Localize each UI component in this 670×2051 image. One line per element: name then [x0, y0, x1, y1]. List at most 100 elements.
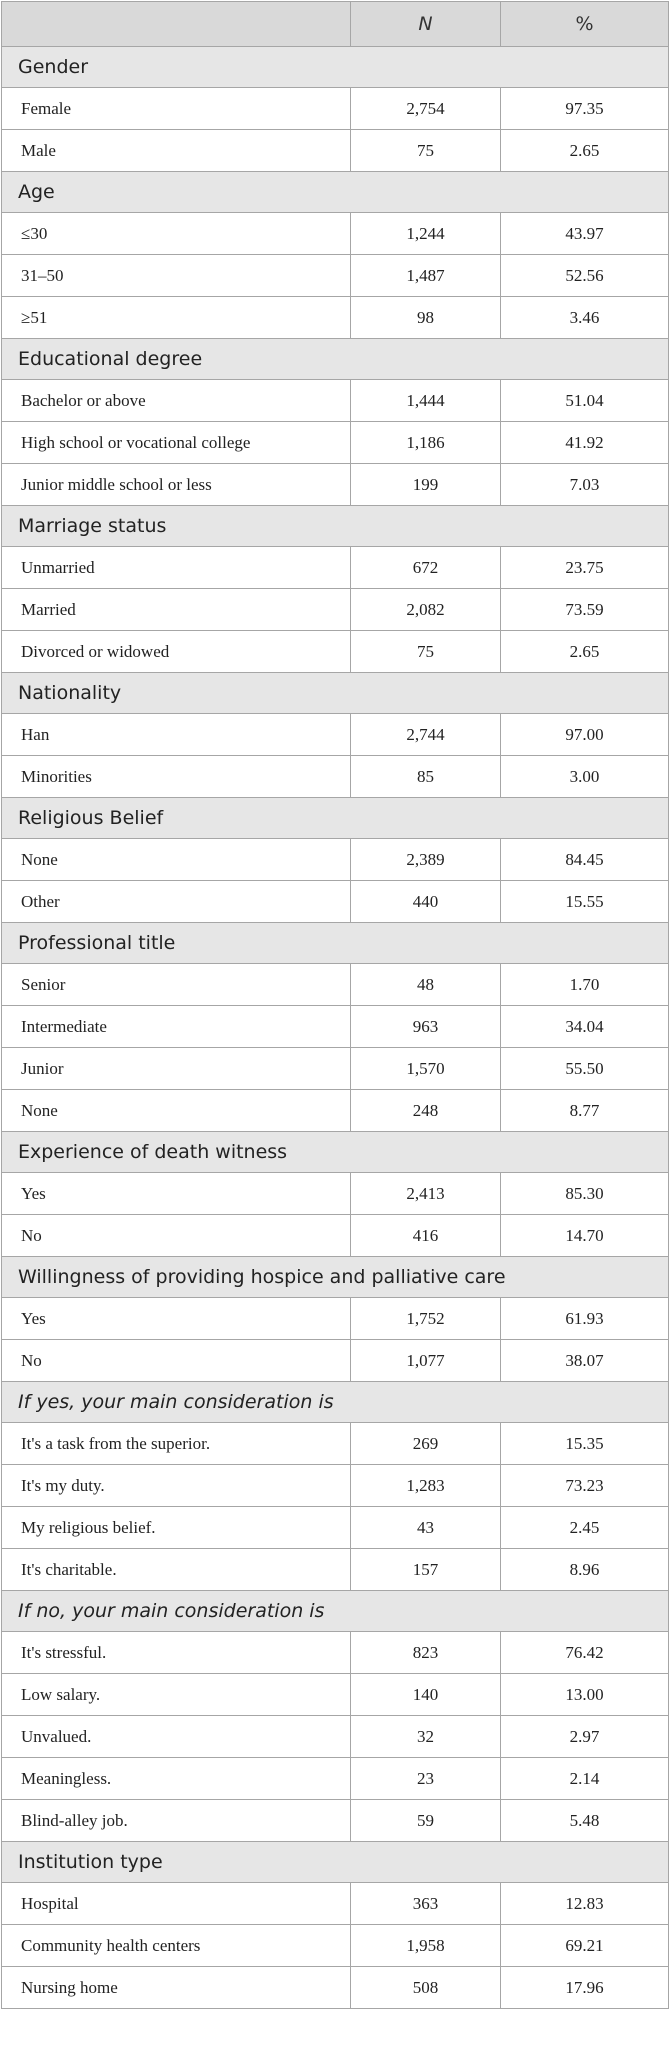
- row-percent: 76.42: [500, 1631, 669, 1674]
- row-label: Unvalued.: [1, 1715, 351, 1758]
- row-count: 2,413: [350, 1172, 501, 1215]
- row-percent: 1.70: [500, 963, 669, 1006]
- section-title: Professional title: [1, 922, 669, 964]
- row-label: It's charitable.: [1, 1548, 351, 1591]
- row-percent: 41.92: [500, 421, 669, 464]
- row-label: Yes: [1, 1172, 351, 1215]
- section-header-row: Willingness of providing hospice and pal…: [1, 1256, 669, 1298]
- row-percent: 8.77: [500, 1089, 669, 1132]
- row-label: Nursing home: [1, 1966, 351, 2009]
- section-header-row: Marriage status: [1, 505, 669, 547]
- table-row: Other 440 15.55: [1, 880, 669, 923]
- demographics-table-container: N % Gender Female 2,754 97.35 Male 75 2.65 Age ≤…: [1, 1, 669, 2009]
- row-label: Junior middle school or less: [1, 463, 351, 506]
- table-row: Community health centers 1,958 69.21: [1, 1924, 669, 1967]
- row-count: 1,958: [350, 1924, 501, 1967]
- row-percent: 69.21: [500, 1924, 669, 1967]
- section-title: Marriage status: [1, 505, 669, 547]
- row-label: Married: [1, 588, 351, 631]
- table-row: Low salary. 140 13.00: [1, 1673, 669, 1716]
- table-row: Male 75 2.65: [1, 129, 669, 172]
- row-count: 2,744: [350, 713, 501, 756]
- row-count: 1,487: [350, 254, 501, 297]
- row-label: Unmarried: [1, 546, 351, 589]
- row-count: 75: [350, 630, 501, 673]
- row-percent: 61.93: [500, 1297, 669, 1340]
- row-label: Bachelor or above: [1, 379, 351, 422]
- row-count: 43: [350, 1506, 501, 1549]
- section-header-row: Institution type: [1, 1841, 669, 1883]
- row-percent: 97.00: [500, 713, 669, 756]
- table-row: It's a task from the superior. 269 15.35: [1, 1422, 669, 1465]
- row-count: 85: [350, 755, 501, 798]
- table-row: It's stressful. 823 76.42: [1, 1631, 669, 1674]
- row-count: 363: [350, 1882, 501, 1925]
- table-row: Junior 1,570 55.50: [1, 1047, 669, 1090]
- row-percent: 34.04: [500, 1005, 669, 1048]
- row-count: 32: [350, 1715, 501, 1758]
- row-percent: 73.59: [500, 588, 669, 631]
- row-count: 199: [350, 463, 501, 506]
- row-label: No: [1, 1339, 351, 1382]
- row-percent: 12.83: [500, 1882, 669, 1925]
- table-row: Divorced or widowed 75 2.65: [1, 630, 669, 673]
- row-count: 1,283: [350, 1464, 501, 1507]
- row-count: 2,754: [350, 87, 501, 130]
- row-label: Male: [1, 129, 351, 172]
- section-header-row: If no, your main consideration is: [1, 1590, 669, 1632]
- section-header-row: Age: [1, 171, 669, 213]
- table-row: Married 2,082 73.59: [1, 588, 669, 631]
- table-row: Minorities 85 3.00: [1, 755, 669, 798]
- row-count: 98: [350, 296, 501, 339]
- row-percent: 2.14: [500, 1757, 669, 1800]
- row-percent: 14.70: [500, 1214, 669, 1257]
- section-header-row: Experience of death witness: [1, 1131, 669, 1173]
- section-header-row: Nationality: [1, 672, 669, 714]
- row-label: 31–50: [1, 254, 351, 297]
- row-label: Minorities: [1, 755, 351, 798]
- row-label: Intermediate: [1, 1005, 351, 1048]
- section-header-row: Gender: [1, 46, 669, 88]
- header-percent: %: [500, 1, 669, 47]
- row-label: Low salary.: [1, 1673, 351, 1716]
- section-title: Gender: [1, 46, 669, 88]
- table-row: My religious belief. 43 2.45: [1, 1506, 669, 1549]
- row-count: 823: [350, 1631, 501, 1674]
- row-percent: 43.97: [500, 212, 669, 255]
- row-label: None: [1, 1089, 351, 1132]
- row-count: 508: [350, 1966, 501, 2009]
- row-label: Community health centers: [1, 1924, 351, 1967]
- row-percent: 13.00: [500, 1673, 669, 1716]
- section-header-row: Educational degree: [1, 338, 669, 380]
- table-row: None 248 8.77: [1, 1089, 669, 1132]
- row-count: 23: [350, 1757, 501, 1800]
- table-row: Han 2,744 97.00: [1, 713, 669, 756]
- section-title: If yes, your main consideration is: [1, 1381, 669, 1423]
- row-label: Divorced or widowed: [1, 630, 351, 673]
- row-label: No: [1, 1214, 351, 1257]
- table-row: Bachelor or above 1,444 51.04: [1, 379, 669, 422]
- row-percent: 3.00: [500, 755, 669, 798]
- row-percent: 2.65: [500, 630, 669, 673]
- section-header-row: Religious Belief: [1, 797, 669, 839]
- row-percent: 3.46: [500, 296, 669, 339]
- section-header-row: If yes, your main consideration is: [1, 1381, 669, 1423]
- row-percent: 5.48: [500, 1799, 669, 1842]
- row-percent: 84.45: [500, 838, 669, 881]
- table-row: ≥51 98 3.46: [1, 296, 669, 339]
- table-row: ≤30 1,244 43.97: [1, 212, 669, 255]
- row-count: 140: [350, 1673, 501, 1716]
- row-percent: 8.96: [500, 1548, 669, 1591]
- table-row: It's my duty. 1,283 73.23: [1, 1464, 669, 1507]
- table-row: It's charitable. 157 8.96: [1, 1548, 669, 1591]
- table-row: Intermediate 963 34.04: [1, 1005, 669, 1048]
- row-percent: 2.45: [500, 1506, 669, 1549]
- row-percent: 2.65: [500, 129, 669, 172]
- section-title: If no, your main consideration is: [1, 1590, 669, 1632]
- row-count: 269: [350, 1422, 501, 1465]
- table-row: Meaningless. 23 2.14: [1, 1757, 669, 1800]
- table-row: Hospital 363 12.83: [1, 1882, 669, 1925]
- table-row: Senior 48 1.70: [1, 963, 669, 1006]
- row-label: Other: [1, 880, 351, 923]
- table-body: Gender Female 2,754 97.35 Male 75 2.65 Age ≤30 1,…: [1, 46, 669, 2009]
